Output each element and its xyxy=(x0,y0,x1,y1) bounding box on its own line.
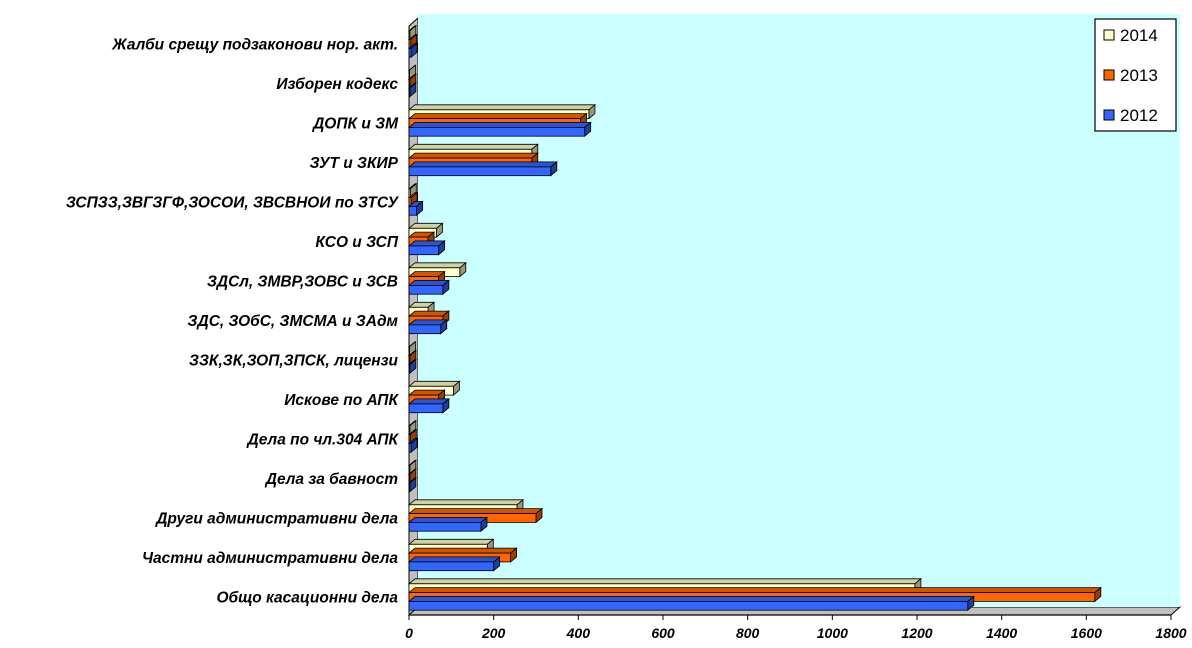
category-label: ЗДСл, ЗМВР,ЗОВС и ЗСВ xyxy=(207,274,398,291)
category-label: КСО и ЗСП xyxy=(315,234,398,251)
bar-front-face xyxy=(408,324,442,335)
bar-2012 xyxy=(407,42,419,59)
bar-front-face xyxy=(408,561,495,572)
bar-2012 xyxy=(407,556,501,572)
bar-2012 xyxy=(407,240,446,256)
category-label: Други административни дела xyxy=(154,511,398,528)
bar-top-face xyxy=(407,499,525,506)
bar-2012 xyxy=(407,121,592,138)
x-tick-label: 1200 xyxy=(901,625,932,641)
bar-top-face xyxy=(407,547,518,554)
bar-top-face xyxy=(407,113,588,119)
bar-front-face xyxy=(408,403,444,414)
category-label: ДОПК и ЗМ xyxy=(311,116,399,133)
bar-front-face xyxy=(408,284,444,295)
bar-top-face xyxy=(407,279,450,286)
category-label: Искове по АПК xyxy=(284,392,399,409)
bar-front-face xyxy=(408,166,552,177)
bar-front-face xyxy=(408,522,482,532)
bar-2012 xyxy=(407,437,419,454)
x-tick-label: 200 xyxy=(481,625,506,641)
category-labels: Жалби срещу подзаконови нор. акт. Изборен… xyxy=(66,37,400,607)
category-label: ЗДС, ЗОбС, ЗМСМА и ЗАдм xyxy=(188,313,399,330)
bar-2012 xyxy=(407,319,448,335)
bar-front-face xyxy=(408,205,418,216)
bar-front-face xyxy=(408,69,411,80)
bar-top-face xyxy=(407,143,539,150)
bar-2012 xyxy=(407,516,489,533)
bar-top-face xyxy=(407,517,489,523)
bar-front-face xyxy=(408,355,411,365)
bar-top-face xyxy=(407,538,495,545)
bar-front-face xyxy=(408,245,440,256)
bar-front-face xyxy=(408,425,411,435)
x-tick-label: 1000 xyxy=(817,625,848,641)
x-tick-label: 800 xyxy=(736,625,760,641)
x-tick-label: 1400 xyxy=(986,625,1017,641)
bar-front-face xyxy=(408,601,969,611)
bar-2012 xyxy=(407,398,450,414)
legend-swatch xyxy=(1103,29,1115,41)
category-label: Дела по чл.304 АПК xyxy=(246,432,400,449)
bar-2013 xyxy=(407,468,417,484)
bar-top-face xyxy=(407,152,539,159)
bar-front-face xyxy=(408,442,412,453)
legend-swatch xyxy=(1103,109,1115,121)
bar-top-face xyxy=(407,310,450,317)
category-label: ЗСПЗЗ,ЗВГЗГФ,ЗОСОИ, ЗВСВНОИ по ЗТСУ xyxy=(66,195,400,212)
bar-2014 xyxy=(407,459,417,475)
bar-2012 xyxy=(407,161,558,177)
x-tick-label: 600 xyxy=(651,625,675,641)
category-label: ЗУТ и ЗКИР xyxy=(310,155,399,172)
bar-top-face xyxy=(407,122,592,128)
bar-front-face xyxy=(408,473,411,484)
bar-front-face xyxy=(408,87,411,98)
bar-front-face xyxy=(408,48,412,58)
bar-top-face xyxy=(407,161,558,168)
bar-front-face xyxy=(408,363,411,374)
bar-front-face xyxy=(408,30,411,40)
x-tick-label: 0 xyxy=(405,625,413,641)
bar-top-face xyxy=(407,398,450,405)
bar-top-face xyxy=(407,262,467,269)
bar-front-face xyxy=(408,127,586,137)
category-label: ЗЗК,ЗК,ЗОП,ЗПСК, лицензи xyxy=(189,353,399,370)
bar-top-face xyxy=(407,556,501,563)
legend-label: 2014 xyxy=(1120,26,1158,45)
bar-front-face xyxy=(408,464,411,475)
bar-top-face xyxy=(407,578,922,585)
bar-top-face xyxy=(407,104,597,111)
bar-2012 xyxy=(407,279,450,296)
category-label: Дела за бавност xyxy=(264,471,398,488)
bar-2012 xyxy=(407,358,417,375)
bar-top-face xyxy=(407,587,1102,593)
bar-front-face xyxy=(408,78,411,89)
bar-2012 xyxy=(407,82,417,98)
category-label: Общо касационни дела xyxy=(216,590,398,607)
bar-front-face xyxy=(408,482,411,493)
legend-label: 2013 xyxy=(1120,66,1158,85)
x-tick-label: 1800 xyxy=(1155,625,1186,641)
category-label: Жалби срещу подзаконови нор. акт. xyxy=(111,37,398,54)
legend-label: 2012 xyxy=(1120,106,1158,125)
bar-2013 xyxy=(407,349,417,366)
legend-swatch xyxy=(1103,69,1115,81)
bar-top-face xyxy=(407,508,544,514)
bar-2012 xyxy=(407,595,975,612)
x-axis: 0 200 400 600 800 1000 1200 1400 1600 1800 xyxy=(405,614,1187,641)
category-label: Изборен кодекс xyxy=(276,76,398,93)
x-tick-label: 1600 xyxy=(1071,625,1102,641)
bar-top-face xyxy=(407,596,975,602)
bar-2012 xyxy=(407,477,417,493)
x-tick-label: 400 xyxy=(566,625,591,641)
bar-2012 xyxy=(407,200,424,217)
bars-group xyxy=(407,24,1102,612)
legend: 2014 2013 2012 xyxy=(1094,18,1177,132)
category-label: Частни административни дела xyxy=(142,550,398,567)
bar-front-face xyxy=(408,346,411,356)
bar-top-face xyxy=(407,380,461,387)
